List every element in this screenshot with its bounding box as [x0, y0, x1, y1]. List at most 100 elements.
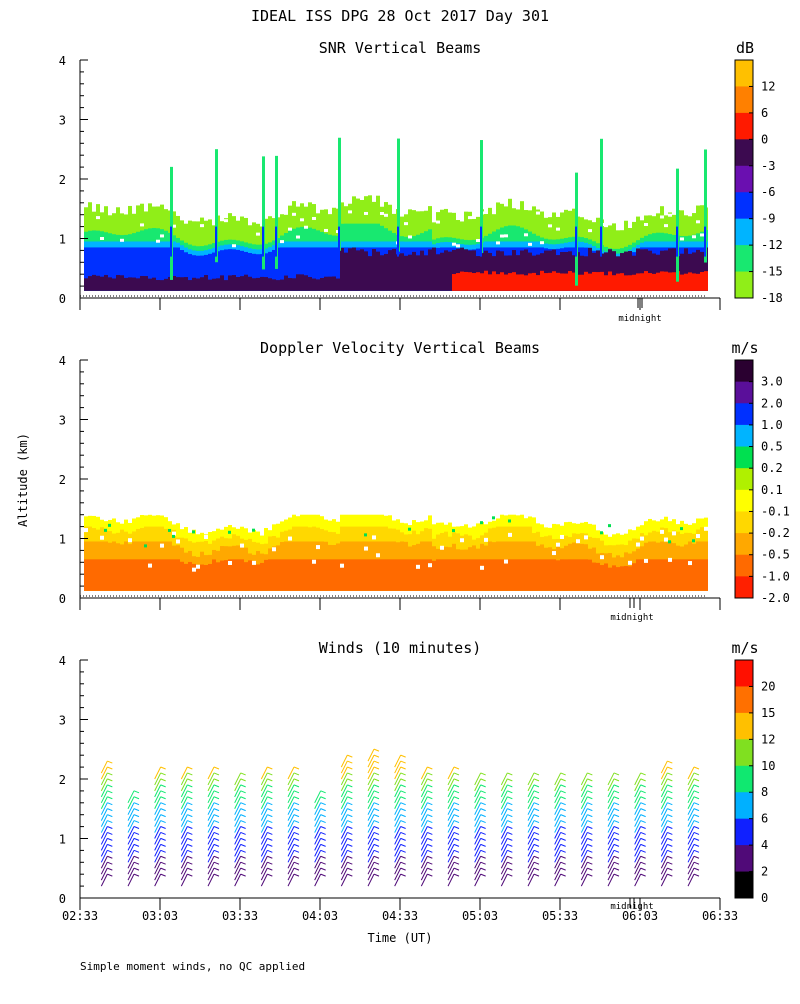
- wind-barb-shaft: [447, 772, 455, 786]
- snr-cell: [616, 273, 620, 291]
- doppler-cell: [180, 561, 184, 591]
- wind-barb-flag: [587, 831, 593, 835]
- wind-barb-flag: [480, 867, 486, 871]
- wind-barb-shaft: [287, 802, 295, 815]
- wind-barb-shaft: [340, 760, 348, 774]
- wind-barb-shaft: [207, 772, 215, 786]
- doppler-gap: [176, 539, 180, 544]
- wind-barb-flag: [240, 802, 246, 806]
- snr-cell: [248, 276, 252, 291]
- wind-barb-flag: [160, 837, 166, 841]
- wind-barb-flag: [560, 772, 566, 776]
- wind-barb-shaft: [394, 796, 402, 809]
- wind-barb-shaft: [394, 873, 402, 887]
- doppler-cell: [208, 563, 212, 591]
- wind-barb-shaft: [207, 861, 215, 875]
- wind-barb-flag: [267, 766, 273, 770]
- wind-barb-shaft: [394, 778, 402, 792]
- wind-barb-shaft: [420, 856, 428, 869]
- wind-barb-shaft: [500, 844, 508, 857]
- wind-barb-shaft: [394, 844, 402, 857]
- wind-barb-flag: [213, 808, 220, 812]
- wind-barb-flag: [693, 778, 700, 782]
- wind-barb-flag: [400, 808, 406, 812]
- wind-barb-shaft: [340, 838, 348, 851]
- wind-barb-flag: [240, 831, 246, 835]
- snr-gap: [224, 219, 228, 223]
- wind-barb-flag: [587, 861, 593, 865]
- snr-cell: [640, 249, 644, 291]
- wind-barb-flag: [613, 796, 620, 800]
- wind-barb-shaft: [474, 802, 482, 815]
- wind-barb-flag: [533, 802, 540, 806]
- wind-barb-shaft: [420, 850, 428, 863]
- wind-barb-shaft: [207, 766, 215, 780]
- wind-barb-shaft: [687, 784, 695, 798]
- wind-barb-flag: [613, 873, 620, 877]
- wind-barb-flag: [213, 790, 220, 794]
- doppler-fleck: [104, 528, 107, 532]
- snr-gap: [644, 223, 648, 227]
- doppler-cell: [380, 559, 384, 591]
- doppler-cell: [184, 563, 188, 591]
- wind-barb-shaft: [554, 861, 562, 875]
- wind-barb-flag: [347, 796, 353, 800]
- wind-barb-flag: [187, 843, 193, 847]
- wind-barb-shaft: [580, 861, 588, 875]
- wind-barb-flag: [133, 855, 140, 859]
- doppler-gap: [364, 546, 368, 551]
- wind-barb-shaft: [554, 784, 562, 798]
- snr-spike-core: [676, 226, 678, 257]
- wind-barb-shaft: [474, 832, 482, 845]
- wind-barb-flag: [107, 843, 113, 847]
- wind-barb-shaft: [314, 820, 322, 833]
- doppler-cell: [176, 559, 180, 591]
- wind-barb-flag: [347, 826, 353, 829]
- wind-barb-flag: [240, 772, 246, 776]
- y-tick-label: 1: [59, 233, 66, 247]
- wind-barb-shaft: [234, 867, 242, 881]
- wind-barb-shaft: [154, 867, 162, 881]
- wind-barb-flag: [293, 843, 300, 847]
- wind-barb-shaft: [180, 820, 188, 833]
- wind-barb-shaft: [580, 814, 588, 827]
- snr-cell: [444, 250, 448, 291]
- wind-barb-flag: [560, 849, 566, 853]
- snr-colorbar-unit: dB: [736, 39, 754, 57]
- wind-barb-flag: [667, 873, 673, 877]
- wind-barb-shaft: [127, 861, 135, 875]
- wind-barb-flag: [507, 790, 513, 794]
- snr-cell: [564, 273, 568, 291]
- doppler-cell: [236, 559, 240, 591]
- wind-barb-flag: [373, 843, 380, 847]
- wind-barb-flag: [160, 867, 166, 871]
- wind-barb-shaft: [234, 784, 242, 798]
- doppler-cell: [512, 559, 516, 591]
- colorbar-swatch: [735, 446, 753, 469]
- snr-cell: [484, 270, 488, 291]
- snr-cell: [368, 256, 372, 291]
- wind-barb-shaft: [287, 814, 295, 827]
- colorbar-swatch: [735, 792, 753, 820]
- wind-barb-flag: [427, 849, 433, 853]
- doppler-cell: [96, 559, 100, 591]
- wind-barb-flag: [400, 754, 406, 758]
- doppler-cell: [136, 559, 140, 591]
- snr-gap: [384, 213, 388, 217]
- wind-barb-shaft: [447, 766, 455, 780]
- doppler-cell: [196, 567, 200, 591]
- snr-cell: [336, 247, 340, 291]
- wind-barb-shaft: [260, 838, 268, 851]
- doppler-gap: [84, 528, 88, 533]
- snr-cell: [208, 253, 212, 291]
- doppler-cell: [496, 559, 500, 591]
- wind-barb-flag: [613, 784, 620, 788]
- wind-barb-shaft: [314, 832, 322, 845]
- colorbar-swatch: [735, 818, 753, 846]
- wind-barb-shaft: [394, 856, 402, 869]
- wind-barb-flag: [107, 790, 113, 794]
- snr-gap: [436, 220, 440, 224]
- wind-barb-shaft: [527, 802, 535, 815]
